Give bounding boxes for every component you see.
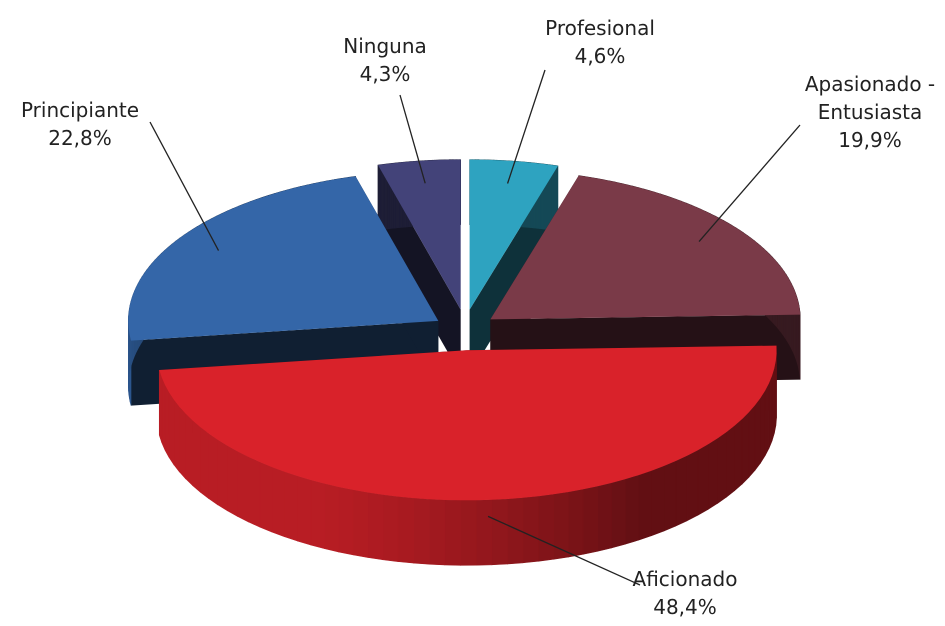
slice-side <box>397 496 414 564</box>
value-label: 48,4% <box>653 595 717 619</box>
slice-side <box>741 411 750 485</box>
slice-side <box>158 369 163 443</box>
slice-side <box>168 391 175 466</box>
slice-side <box>310 479 325 550</box>
slice-side <box>179 405 186 480</box>
pie-slice <box>377 159 461 310</box>
category-label: Aficionado <box>632 567 738 591</box>
slice-side <box>726 425 735 498</box>
slice-side <box>338 486 354 556</box>
slice-side <box>491 498 508 566</box>
slice-side <box>192 419 201 493</box>
pie-slice <box>128 176 439 341</box>
slice-side <box>173 398 180 473</box>
leader-line <box>698 124 801 242</box>
slice-side <box>686 449 699 522</box>
slice-side <box>638 470 652 541</box>
slice-side <box>161 377 166 451</box>
slice-side <box>675 455 688 527</box>
slice-side <box>284 471 298 542</box>
slice-side <box>707 437 718 510</box>
slice-side <box>717 431 727 504</box>
slice-side <box>697 443 709 516</box>
slice-label: Apasionado - Entusiasta 19,9% <box>790 70 945 154</box>
value-label: 22,8% <box>48 126 112 150</box>
slice-group <box>158 345 777 566</box>
slice-side <box>538 493 554 562</box>
slice-label: Profesional 4,6% <box>505 14 695 70</box>
slice-side <box>297 475 312 546</box>
slice-label: Ninguna 4,3% <box>320 32 450 88</box>
slice-side <box>568 488 584 558</box>
slice-side <box>625 474 639 545</box>
slice-side <box>582 485 598 555</box>
pie-slice <box>159 345 777 501</box>
slice-side <box>764 383 770 456</box>
value-label: 4,3% <box>359 62 411 86</box>
leader-line <box>487 515 641 586</box>
slice-side <box>760 389 766 465</box>
slice-side <box>748 404 756 478</box>
pie-slice <box>490 175 801 320</box>
slice-side <box>199 426 209 500</box>
pie-slice <box>469 159 558 310</box>
category-label: Principiante <box>20 98 140 122</box>
slice-side <box>651 465 665 537</box>
slice-side <box>227 445 238 517</box>
slice-side <box>259 461 273 533</box>
value-label: 19,9% <box>838 128 902 152</box>
slice-group <box>377 159 461 375</box>
slice-side <box>271 466 285 538</box>
leader-line <box>149 121 220 251</box>
slice-side <box>324 483 340 553</box>
slice-label: Aficionado 48,4% <box>590 565 780 621</box>
category-label: Ninguna <box>343 34 427 58</box>
leader-line <box>399 94 426 184</box>
slice-side <box>663 460 677 532</box>
slice-side <box>352 489 369 558</box>
slice-side <box>444 499 461 566</box>
slice-side <box>771 368 775 441</box>
category-label: Apasionado - Entusiasta <box>804 72 936 124</box>
slice-side <box>413 497 430 565</box>
slice-side <box>475 499 493 566</box>
slice-side <box>597 482 612 552</box>
slice-side <box>382 494 399 562</box>
slice-side <box>237 450 249 523</box>
value-label: 4,6% <box>574 44 626 68</box>
leader-line <box>506 69 546 184</box>
slice-label: Principiante 22,8% <box>0 96 160 152</box>
slice-side <box>164 384 170 458</box>
slice-side <box>734 418 743 492</box>
slice-side <box>248 456 261 528</box>
category-label: Profesional <box>545 16 655 40</box>
slice-side <box>522 495 539 564</box>
slice-side <box>367 492 384 561</box>
slice-side <box>611 478 626 549</box>
slice-side <box>217 439 228 512</box>
slice-side <box>185 412 193 487</box>
slice-side <box>428 498 446 566</box>
slice-side <box>768 375 773 449</box>
slice-side <box>460 499 477 566</box>
slice-side <box>208 432 218 506</box>
slice-side <box>754 397 761 472</box>
